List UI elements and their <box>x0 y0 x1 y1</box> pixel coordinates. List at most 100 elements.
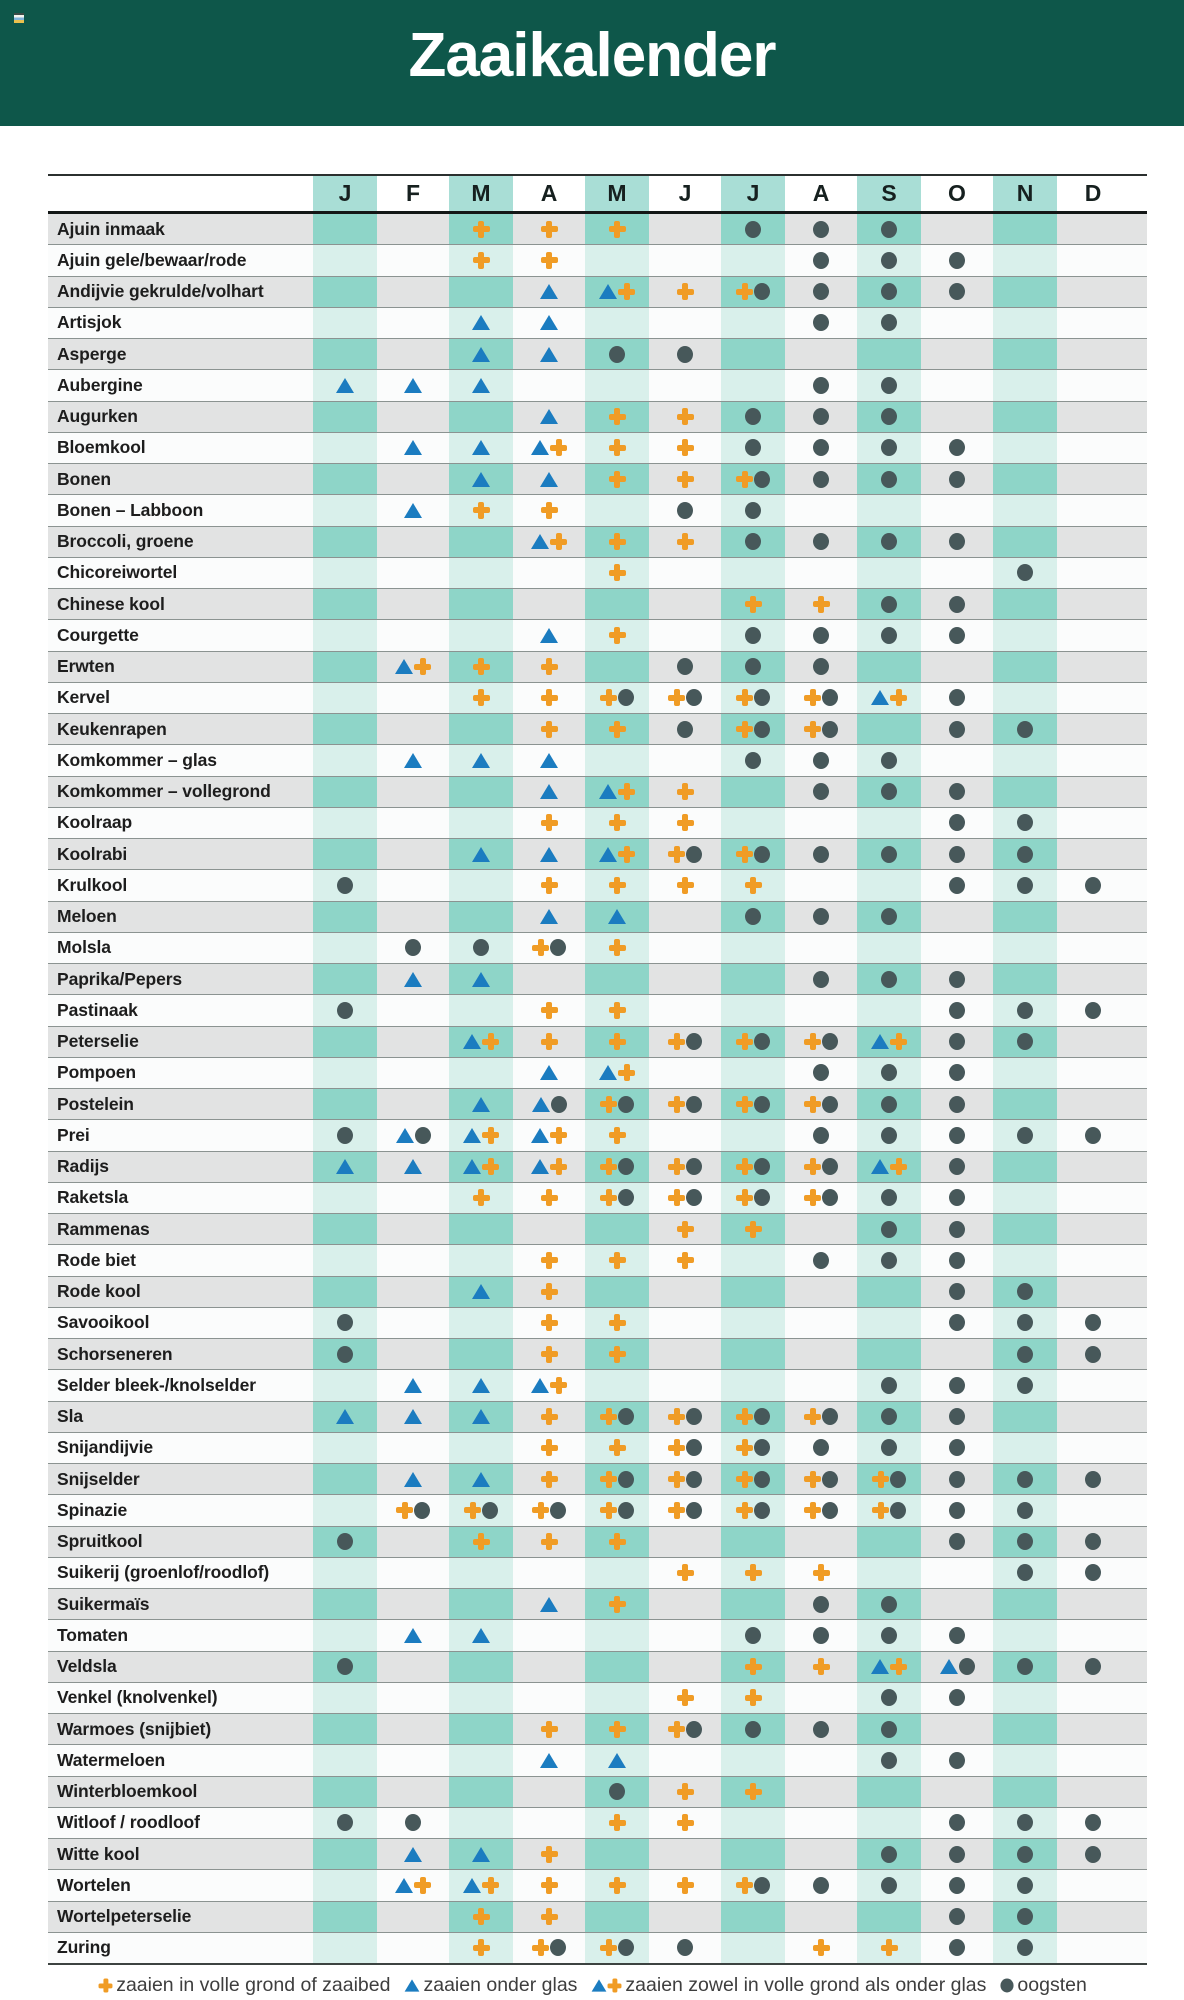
month-column-band <box>857 1151 921 1182</box>
harvest-circle-icon <box>813 1064 829 1082</box>
sow-outdoor-plus-icon <box>482 1126 499 1144</box>
cell-month-9 <box>857 1714 921 1744</box>
harvest-circle-icon <box>1085 1001 1101 1019</box>
harvest-circle-icon <box>813 533 829 551</box>
month-column-band <box>993 1589 1057 1620</box>
month-column-band <box>857 932 921 963</box>
crop-name: Broccoli, groene <box>57 531 194 552</box>
cell-month-7 <box>721 1620 785 1650</box>
sow-outdoor-plus-icon <box>872 1470 889 1488</box>
cell-month-3 <box>449 1183 513 1213</box>
month-column-band <box>721 932 785 963</box>
harvest-circle-icon <box>754 1501 770 1519</box>
month-column-band <box>721 714 785 745</box>
sow-outdoor-plus-icon <box>472 658 490 676</box>
harvest-circle-icon <box>686 1408 702 1426</box>
crop-name: Tomaten <box>57 1624 128 1645</box>
cell-month-5 <box>585 1495 649 1525</box>
cell-month-7 <box>721 1089 785 1119</box>
cell-month-4 <box>517 870 581 900</box>
harvest-circle-icon <box>754 1189 770 1207</box>
sow-under-glass-triangle-icon <box>463 1877 481 1893</box>
cell-month-4 <box>517 1589 581 1619</box>
cell-month-9 <box>857 1183 921 1213</box>
sow-outdoor-plus-icon <box>618 1064 635 1082</box>
harvest-circle-icon <box>1085 876 1101 894</box>
harvest-circle-icon <box>949 1376 965 1394</box>
table-row: Rode kool <box>48 1276 1147 1308</box>
month-column-band <box>585 1276 649 1307</box>
cell-month-8 <box>789 402 853 432</box>
month-column-band <box>857 807 921 838</box>
cell-month-11 <box>993 1120 1057 1150</box>
cell-month-11 <box>993 1839 1057 1869</box>
sow-under-glass-triangle-icon <box>472 346 490 362</box>
month-column-band <box>449 1776 513 1807</box>
sow-outdoor-plus-icon <box>607 1978 622 1992</box>
harvest-circle-icon <box>813 845 829 863</box>
cell-month-4 <box>517 1089 581 1119</box>
cell-month-4 <box>517 714 581 744</box>
crop-name: Asperge <box>57 343 127 364</box>
sow-under-glass-triangle-icon <box>939 1659 958 1675</box>
cell-month-6 <box>653 1464 717 1494</box>
month-label: J <box>746 180 760 206</box>
cell-month-6 <box>653 1808 717 1838</box>
cell-month-3 <box>449 464 513 494</box>
sow-outdoor-plus-icon <box>540 658 558 676</box>
cell-month-6 <box>653 1245 717 1275</box>
table-row: Raketsla <box>48 1182 1147 1214</box>
cell-month-12 <box>1061 870 1125 900</box>
cell-month-3 <box>449 652 513 682</box>
page-title: Zaaikalender <box>408 20 776 90</box>
cell-month-3 <box>449 214 513 244</box>
sow-under-glass-triangle-icon <box>472 377 490 393</box>
sow-outdoor-plus-icon <box>608 533 626 551</box>
month-column-band <box>585 776 649 807</box>
month-label: S <box>881 180 897 206</box>
harvest-circle-icon <box>822 1189 838 1207</box>
month-column-band <box>449 1807 513 1838</box>
crop-name: Augurken <box>57 406 138 427</box>
harvest-circle-icon <box>550 1939 566 1957</box>
month-column-band <box>313 432 377 463</box>
crop-name: Witloof / roodloof <box>57 1812 200 1833</box>
harvest-circle-icon <box>686 1095 702 1113</box>
table-row: Courgette <box>48 620 1147 652</box>
cell-month-5 <box>585 1870 649 1900</box>
cell-month-1 <box>313 1120 377 1150</box>
cell-month-10 <box>925 1527 989 1557</box>
sow-under-glass-triangle-icon <box>472 1409 490 1425</box>
harvest-circle-icon <box>881 533 897 551</box>
sow-outdoor-plus-icon <box>414 1876 431 1894</box>
cell-month-11 <box>993 1902 1057 1932</box>
table-row: Tomaten <box>48 1620 1147 1652</box>
harvest-circle-icon <box>813 1595 829 1613</box>
month-column-band <box>313 1901 377 1932</box>
cell-month-6 <box>653 1433 717 1463</box>
cell-month-10 <box>925 1808 989 1838</box>
crop-name: Pompoen <box>57 1062 137 1083</box>
sow-under-glass-triangle-icon <box>336 1409 354 1425</box>
cell-month-6 <box>653 433 717 463</box>
cell-month-10 <box>925 1183 989 1213</box>
sow-outdoor-plus-icon <box>804 1470 821 1488</box>
cell-month-6 <box>653 1152 717 1182</box>
harvest-circle-icon <box>949 1751 965 1769</box>
table-row: Postelein <box>48 1089 1147 1121</box>
sow-outdoor-plus-icon <box>600 1189 617 1207</box>
table-row: Artisjok <box>48 307 1147 339</box>
cell-month-5 <box>585 839 649 869</box>
crop-name: Wortelen <box>57 1874 131 1895</box>
sow-under-glass-triangle-icon <box>395 1877 413 1893</box>
sow-outdoor-plus-icon <box>736 283 753 301</box>
month-column-band <box>857 1557 921 1588</box>
sow-under-glass-triangle-icon <box>404 1627 422 1643</box>
sow-under-glass-triangle-icon <box>472 846 490 862</box>
harvest-circle-icon <box>1017 845 1033 863</box>
cell-month-12 <box>1061 1808 1125 1838</box>
month-label: A <box>812 180 830 206</box>
sow-under-glass-triangle-icon <box>463 1034 481 1050</box>
sow-outdoor-plus-icon <box>676 1251 694 1269</box>
harvest-circle-icon <box>813 1626 829 1644</box>
